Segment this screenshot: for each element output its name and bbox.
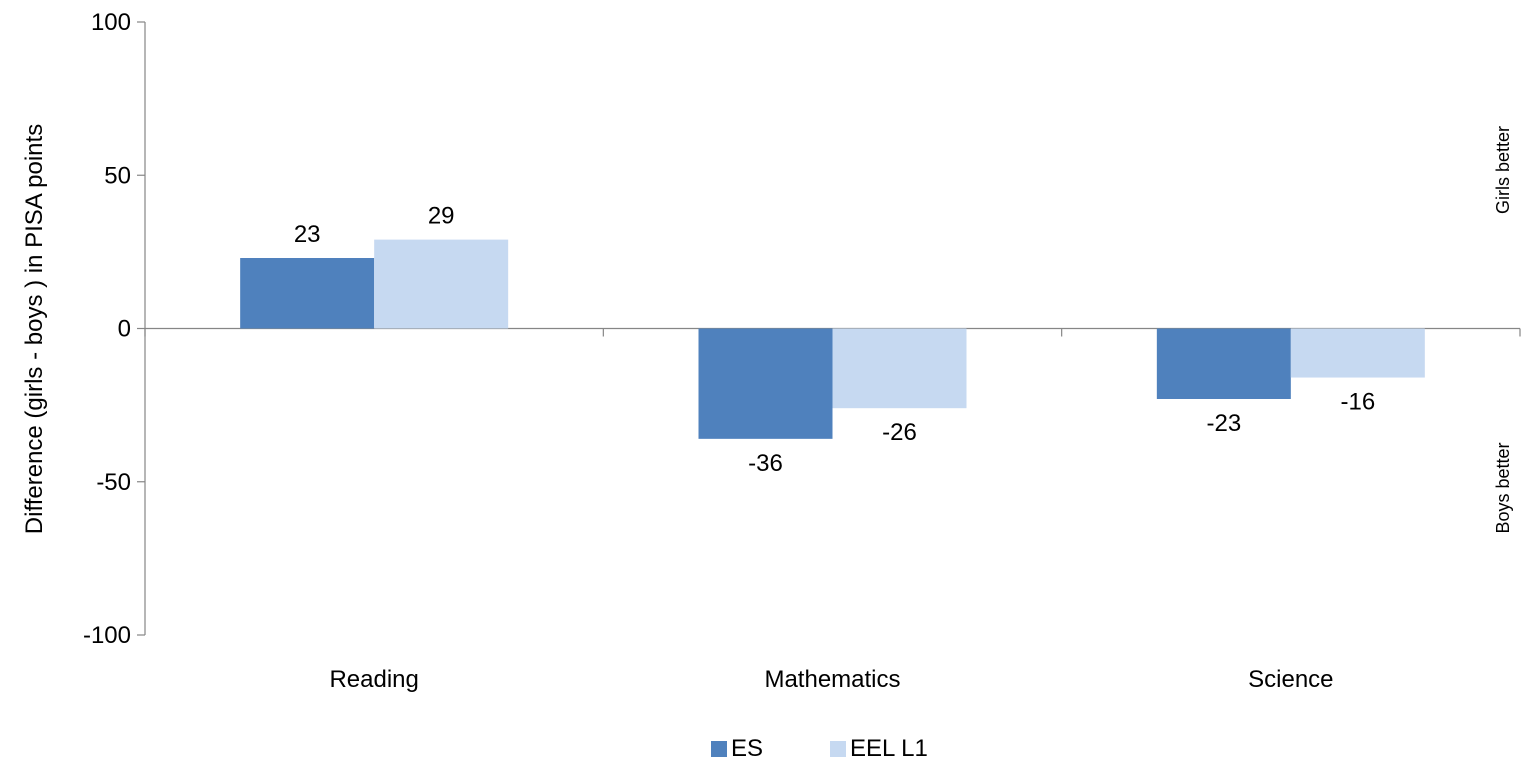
- x-category-label: Mathematics: [764, 666, 900, 693]
- legend-label: EEL L1: [850, 735, 928, 762]
- y-axis-title: Difference (girls - boys ) in PISA point…: [21, 124, 48, 534]
- y-tick-label: -50: [96, 469, 131, 496]
- bar-es-reading: [240, 258, 375, 329]
- bar-es-science: [1156, 328, 1291, 399]
- data-label: 23: [294, 221, 321, 248]
- y-tick-label: 50: [104, 162, 131, 189]
- data-label: -26: [882, 419, 917, 446]
- legend-label: ES: [731, 735, 763, 762]
- y-tick-label: 0: [118, 316, 131, 343]
- boys-better-annotation: Boys better: [1493, 442, 1513, 533]
- data-label: -23: [1206, 410, 1241, 437]
- legend-swatch: [830, 741, 846, 757]
- bar-es-mathematics: [698, 328, 833, 439]
- bar-eel-l1-reading: [374, 239, 509, 329]
- bar-eel-l1-mathematics: [832, 328, 967, 409]
- x-category-label: Science: [1248, 666, 1333, 693]
- data-label: -16: [1340, 389, 1375, 416]
- legend-swatch: [711, 741, 727, 757]
- bar-eel-l1-science: [1290, 328, 1425, 378]
- data-label: -36: [748, 450, 783, 477]
- data-label: 29: [428, 203, 455, 230]
- bars: [240, 239, 1425, 439]
- y-tick-label: -100: [83, 622, 131, 649]
- labels: 23 29 Reading -36 -26 Mathematics -23 -16 Scienc…: [294, 203, 1375, 693]
- girls-better-annotation: Girls better: [1493, 126, 1513, 214]
- x-category-label: Reading: [329, 666, 418, 693]
- y-tick-label: 100: [91, 9, 131, 36]
- legend: ES EEL L1: [711, 735, 928, 762]
